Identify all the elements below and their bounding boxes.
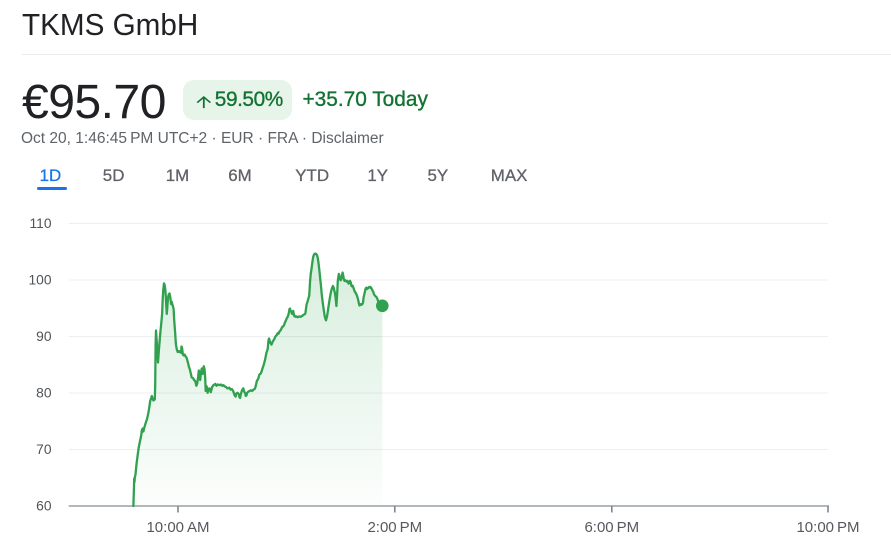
svg-text:70: 70 [36, 442, 52, 457]
svg-text:80: 80 [36, 386, 52, 401]
svg-text:60: 60 [36, 499, 52, 514]
svg-text:90: 90 [36, 329, 52, 344]
svg-text:110: 110 [30, 216, 52, 231]
svg-text:10:00 PM: 10:00 PM [796, 519, 859, 536]
svg-text:2:00 PM: 2:00 PM [367, 519, 422, 536]
svg-text:100: 100 [28, 273, 51, 288]
svg-text:10:00 AM: 10:00 AM [146, 519, 209, 536]
svg-text:6:00 PM: 6:00 PM [584, 519, 639, 536]
